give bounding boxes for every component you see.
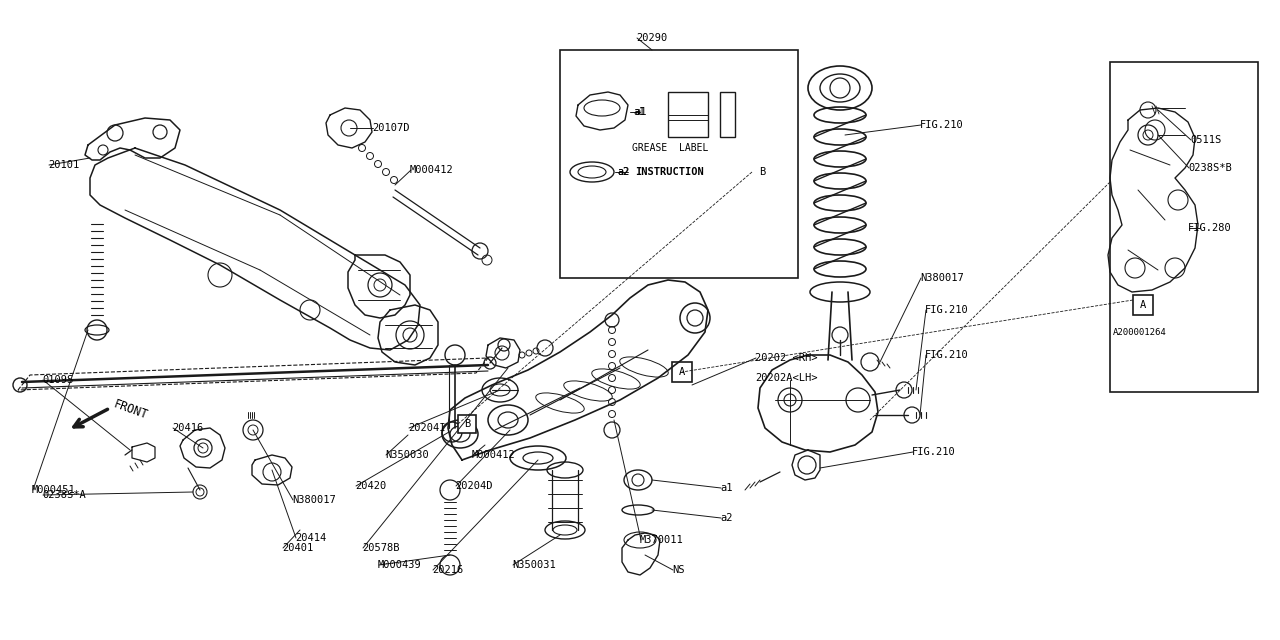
- Text: 20107D: 20107D: [372, 123, 410, 133]
- Text: 0109S: 0109S: [42, 375, 73, 385]
- Bar: [672, 362, 692, 382]
- Bar: [753, 162, 772, 182]
- Text: INSTRUCTION: INSTRUCTION: [635, 167, 704, 177]
- Text: M000412: M000412: [472, 450, 516, 460]
- Text: M000451: M000451: [32, 485, 76, 495]
- Text: B: B: [759, 167, 765, 177]
- Text: a1: a1: [721, 483, 732, 493]
- Text: A: A: [678, 367, 685, 377]
- Text: GREASE  LABEL: GREASE LABEL: [632, 143, 708, 153]
- Text: FRONT: FRONT: [113, 398, 150, 422]
- Text: 20290: 20290: [636, 33, 667, 43]
- Bar: [561, 50, 797, 278]
- Text: N350030: N350030: [385, 450, 429, 460]
- Text: M000439: M000439: [378, 560, 421, 570]
- Text: 20202A<LH>: 20202A<LH>: [755, 373, 818, 383]
- Text: a1: a1: [634, 107, 646, 117]
- Text: 20578B: 20578B: [362, 543, 399, 553]
- Text: NS: NS: [672, 565, 685, 575]
- Text: A200001264: A200001264: [1114, 328, 1167, 337]
- Text: 0238S*A: 0238S*A: [42, 490, 86, 500]
- Text: 20101: 20101: [49, 160, 79, 170]
- Text: 20414: 20414: [294, 533, 326, 543]
- Bar: [1133, 295, 1153, 315]
- Text: a1: a1: [634, 107, 645, 117]
- Text: 20401: 20401: [282, 543, 314, 553]
- Text: N380017: N380017: [920, 273, 964, 283]
- Bar: [668, 92, 708, 137]
- Bar: [1110, 62, 1258, 392]
- Text: 0238S*B: 0238S*B: [1188, 163, 1231, 173]
- Text: M370011: M370011: [640, 535, 684, 545]
- Text: FIG.210: FIG.210: [913, 447, 956, 457]
- Text: 20204I: 20204I: [408, 423, 445, 433]
- Text: 0511S: 0511S: [1190, 135, 1221, 145]
- Text: 20204D: 20204D: [454, 481, 493, 491]
- Text: 20416: 20416: [172, 423, 204, 433]
- Text: A: A: [1140, 300, 1146, 310]
- Text: a2: a2: [721, 513, 732, 523]
- Text: 20216: 20216: [433, 565, 463, 575]
- Bar: [458, 415, 476, 433]
- Text: N350031: N350031: [512, 560, 556, 570]
- Bar: [721, 92, 735, 137]
- Text: FIG.280: FIG.280: [1188, 223, 1231, 233]
- Text: a2: a2: [617, 167, 628, 177]
- Text: 20420: 20420: [355, 481, 387, 491]
- Text: FIG.210: FIG.210: [920, 120, 964, 130]
- Text: N380017: N380017: [292, 495, 335, 505]
- Text: M000412: M000412: [410, 165, 453, 175]
- Text: 20202 <RH>: 20202 <RH>: [755, 353, 818, 363]
- Text: a2: a2: [617, 167, 630, 177]
- Text: B: B: [463, 419, 470, 429]
- Text: FIG.210: FIG.210: [925, 350, 969, 360]
- Text: FIG.210: FIG.210: [925, 305, 969, 315]
